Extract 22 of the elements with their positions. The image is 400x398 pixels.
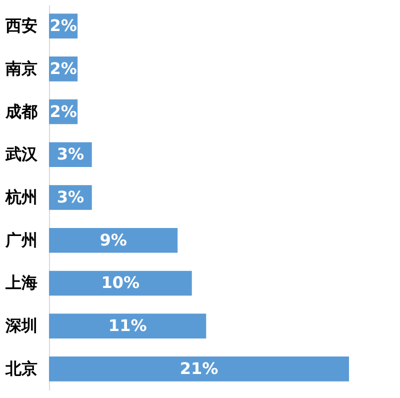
data-label: 3% xyxy=(56,188,84,206)
data-label: 9% xyxy=(100,230,127,250)
data-label: 2% xyxy=(50,102,77,121)
data-label: 2% xyxy=(50,58,77,78)
bar xyxy=(49,228,178,253)
data-label: 2% xyxy=(50,16,77,36)
bar xyxy=(49,270,192,296)
y-tick-label: 成都 xyxy=(4,102,38,121)
data-label: 3% xyxy=(56,144,84,164)
y-tick-label: 深圳 xyxy=(4,316,38,336)
bar xyxy=(49,314,206,339)
data-label: 10% xyxy=(101,273,140,292)
data-label: 21% xyxy=(180,358,218,378)
y-tick-label: 南京 xyxy=(4,58,38,78)
y-tick-label: 北京 xyxy=(4,358,38,378)
y-tick-label: 上海 xyxy=(4,273,38,292)
data-label: 11% xyxy=(108,316,147,336)
bar xyxy=(49,356,349,382)
y-tick-label: 西安 xyxy=(4,16,38,36)
y-tick-label: 广州 xyxy=(4,230,38,250)
y-tick-label: 杭州 xyxy=(4,188,38,206)
y-tick-label: 武汉 xyxy=(4,144,38,164)
